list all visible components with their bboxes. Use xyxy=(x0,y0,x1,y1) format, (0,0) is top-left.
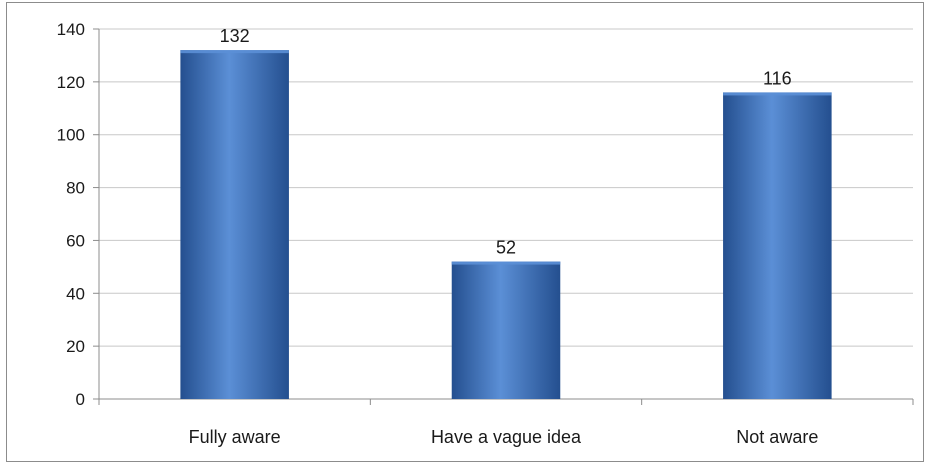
category-label-have-a-vague-idea: Have a vague idea xyxy=(431,427,582,447)
y-axis-tick-labels: 0 20 40 60 80 100 120 140 xyxy=(57,20,85,409)
data-label-not-aware: 116 xyxy=(763,68,792,88)
y-tick-label-120: 120 xyxy=(57,73,85,92)
chart-frame: 0 20 40 60 80 100 120 140 132 52 116 Fully aware H… xyxy=(6,2,924,462)
data-labels: 132 52 116 xyxy=(220,26,792,257)
data-label-have-a-vague-idea: 52 xyxy=(496,238,516,258)
data-label-fully-aware: 132 xyxy=(220,26,250,46)
category-label-fully-aware: Fully aware xyxy=(189,427,281,447)
y-tick-label-80: 80 xyxy=(66,179,85,198)
x-axis-category-labels: Fully aware Have a vague idea Not aware xyxy=(189,427,819,447)
y-tick-label-0: 0 xyxy=(76,390,85,409)
y-tick-label-40: 40 xyxy=(66,284,85,303)
y-tick-label-100: 100 xyxy=(57,126,85,145)
y-tick-label-140: 140 xyxy=(57,20,85,39)
bar-chart: 0 20 40 60 80 100 120 140 132 52 116 Fully aware H… xyxy=(57,20,914,447)
bars xyxy=(180,50,832,400)
bar-top-highlight-fully-aware xyxy=(180,50,289,54)
bar-not-aware xyxy=(723,92,832,399)
bar-fully-aware xyxy=(180,50,289,400)
category-label-not-aware: Not aware xyxy=(736,427,818,447)
bar-top-highlight-not-aware xyxy=(723,92,832,96)
bar-have-a-vague-idea xyxy=(451,261,561,399)
y-tick-label-60: 60 xyxy=(66,231,85,250)
y-tick-label-20: 20 xyxy=(66,337,85,356)
bar-top-highlight-have-a-vague-idea xyxy=(451,261,561,265)
